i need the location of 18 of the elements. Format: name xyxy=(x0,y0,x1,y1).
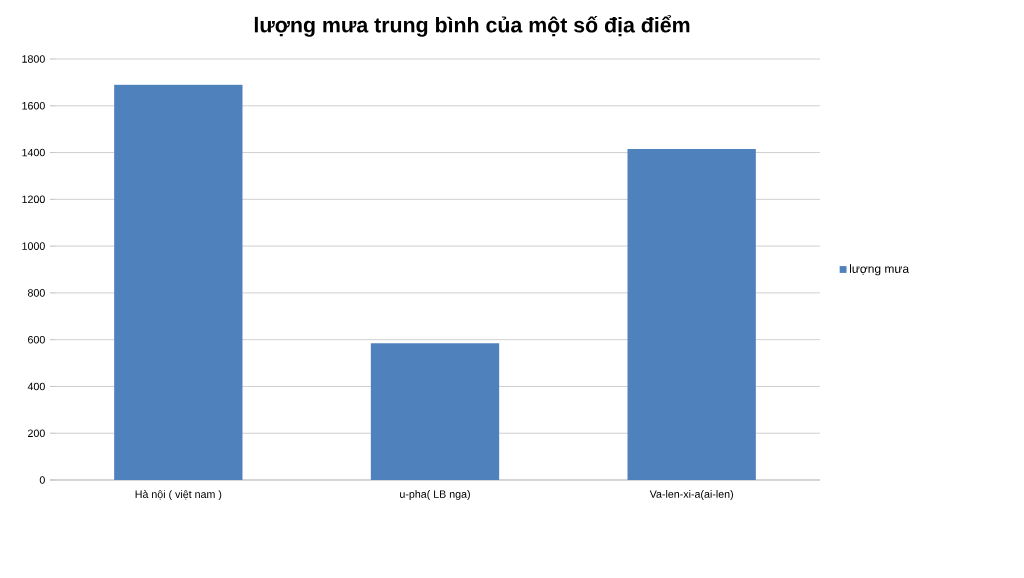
y-tick-label: 1000 xyxy=(22,242,45,250)
y-tick-label: 1600 xyxy=(22,102,45,110)
x-tick-label: u-pha( LB nga) xyxy=(400,490,470,500)
bar xyxy=(370,343,500,480)
y-tick-label: 600 xyxy=(28,335,45,344)
y-tick-label: 400 xyxy=(27,382,45,391)
y-tick-label: 1800 xyxy=(22,55,45,63)
y-tick-label: 0 xyxy=(39,476,45,484)
x-tick-label: Va-len-xi-a(ai-len) xyxy=(649,490,733,500)
bar xyxy=(627,149,756,480)
bar xyxy=(114,84,243,480)
y-tick-label: 1400 xyxy=(22,148,45,157)
legend-label: lượng mưa xyxy=(849,264,910,276)
y-tick-label: 1200 xyxy=(22,195,45,204)
y-tick-label: 200 xyxy=(28,429,45,437)
x-tick-label: Hà nội ( việt nam ) xyxy=(135,490,222,501)
chart-title: lượng mưa trung bình của một số địa điểm xyxy=(254,15,690,37)
y-tick-label: 800 xyxy=(27,289,45,297)
